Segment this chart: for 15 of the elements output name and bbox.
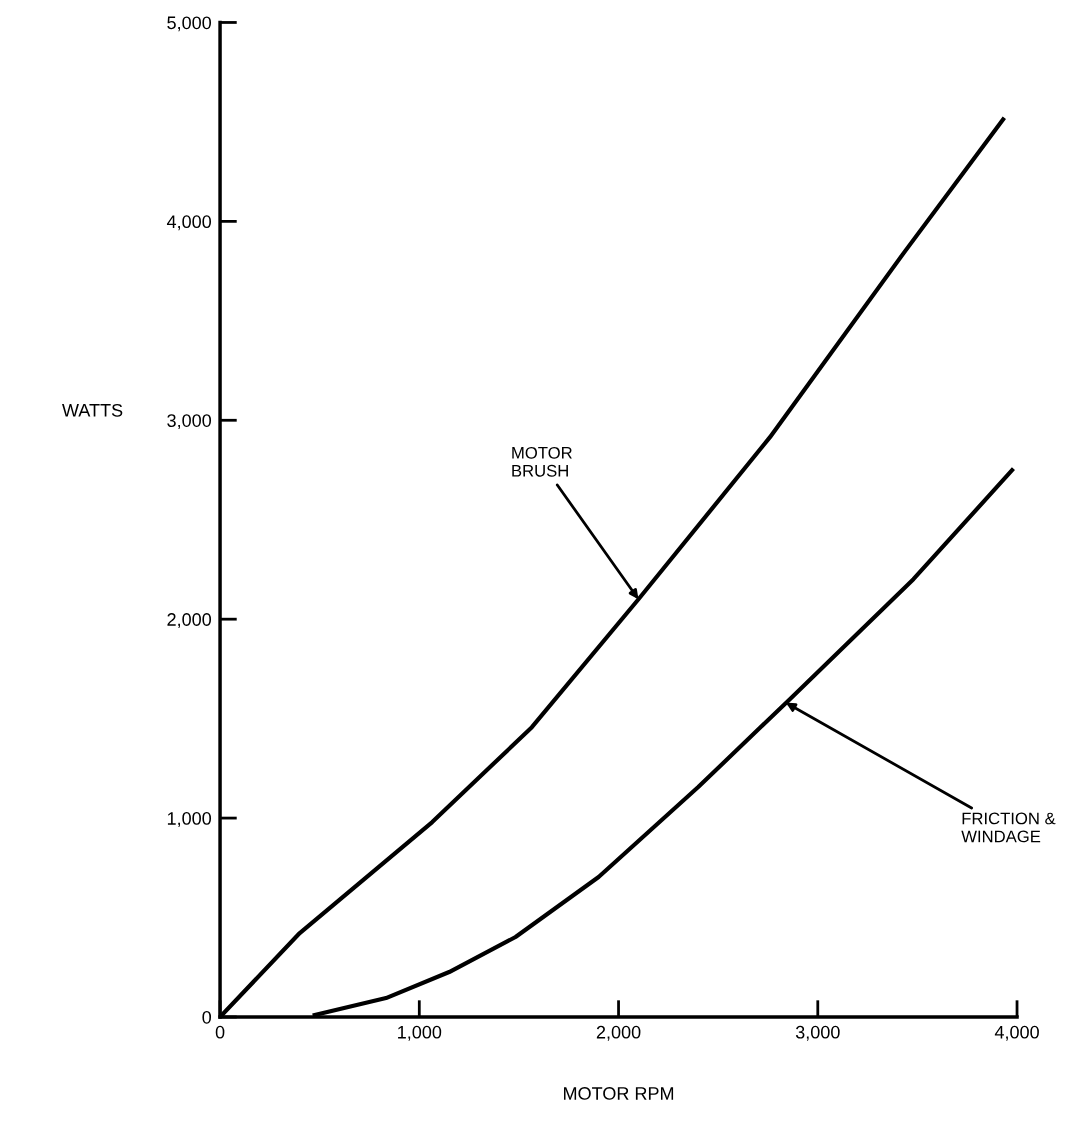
annotation: MOTOR BRUSH (512, 446, 572, 477)
x-tick-label: 1,000 (398, 1025, 442, 1041)
y-tick-label: 0 (202, 1010, 212, 1024)
y-tick-label: 3,000 (167, 414, 212, 430)
x-tick-label: 4,000 (994, 1025, 1039, 1041)
y-tick-label: 4,000 (166, 215, 212, 231)
x-tick-label: 3,000 (795, 1025, 840, 1041)
x-tick-label: 0 (215, 1025, 225, 1039)
x-axis-title: MOTOR RPM (564, 1087, 674, 1100)
y-axis-title: WATTS (62, 403, 123, 417)
y-tick-label: 2,000 (167, 613, 212, 629)
annotation: FRICTION & WINDAGE (961, 812, 1056, 843)
y-tick-label: 5,000 (167, 16, 212, 32)
y-tick-label: 1,000 (167, 812, 212, 827)
x-tick-label: 2,000 (596, 1025, 641, 1041)
